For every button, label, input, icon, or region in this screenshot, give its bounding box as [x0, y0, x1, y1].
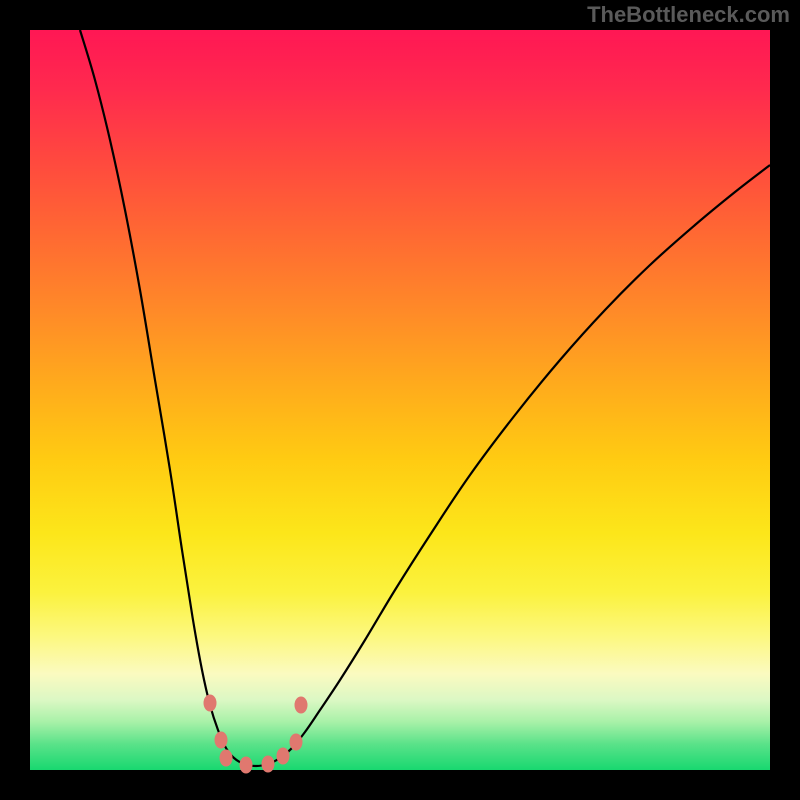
data-marker	[262, 756, 274, 772]
watermark-text: TheBottleneck.com	[587, 2, 790, 28]
data-marker	[240, 757, 252, 773]
plot-background	[30, 30, 770, 770]
data-marker	[215, 732, 227, 748]
data-marker	[290, 734, 302, 750]
data-marker	[295, 697, 307, 713]
data-marker	[220, 750, 232, 766]
data-marker	[277, 748, 289, 764]
chart-container: TheBottleneck.com	[0, 0, 800, 800]
bottleneck-chart	[0, 0, 800, 800]
data-marker	[204, 695, 216, 711]
